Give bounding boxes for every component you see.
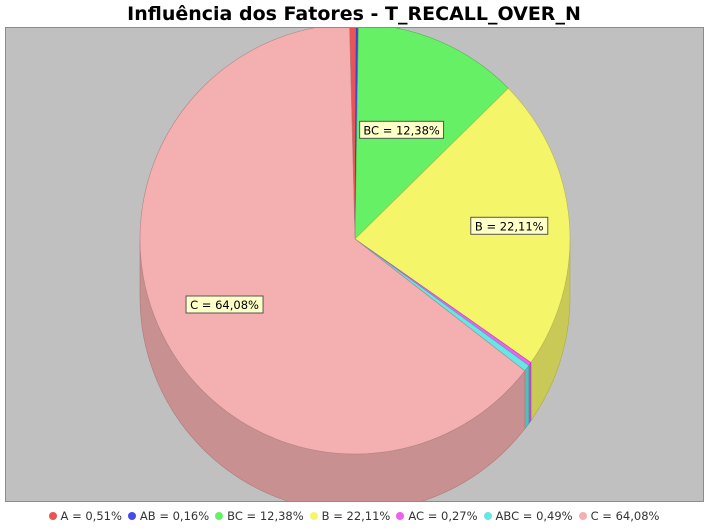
legend-item-ab: AB = 0,16% <box>127 509 210 523</box>
legend-item-b: B = 22,11% <box>309 509 391 523</box>
legend-swatch-icon <box>309 512 318 520</box>
data-label-bc: BC = 12,38% <box>359 120 445 139</box>
legend-label: B = 22,11% <box>321 509 391 523</box>
legend-swatch-icon <box>215 512 224 520</box>
legend-swatch-icon <box>127 512 136 520</box>
legend-item-a: A = 0,51% <box>48 509 122 523</box>
legend-swatch-icon <box>578 512 587 520</box>
legend-swatch-icon <box>396 512 405 520</box>
legend-item-bc: BC = 12,38% <box>215 509 304 523</box>
legend-item-abc: ABC = 0,49% <box>483 509 573 523</box>
legend-swatch-icon <box>483 512 492 520</box>
pie-side-ac <box>528 361 532 425</box>
chart-title: Influência dos Fatores - T_RECALL_OVER_N <box>127 3 581 25</box>
legend-label: AC = 0,27% <box>408 509 478 523</box>
svg-text:BC = 12,38%: BC = 12,38% <box>363 123 440 137</box>
pie-slice-ab[interactable] <box>354 28 359 240</box>
legend-label: C = 64,08% <box>590 509 660 523</box>
pie-chart: BC = 12,38% B = 22,11% C = 64,08% <box>139 28 571 501</box>
svg-text:C = 64,08%: C = 64,08% <box>190 298 259 312</box>
legend-label: AB = 0,16% <box>139 509 210 523</box>
plot-area: BC = 12,38% B = 22,11% C = 64,08% <box>5 27 704 502</box>
legend-item-ac: AC = 0,27% <box>396 509 478 523</box>
legend-item-c: C = 64,08% <box>578 509 660 523</box>
legend-label: A = 0,51% <box>60 509 122 523</box>
pie-slice-a[interactable] <box>349 28 357 240</box>
data-label-b: B = 22,11% <box>470 216 549 235</box>
legend-label: ABC = 0,49% <box>495 509 573 523</box>
svg-text:B = 22,11%: B = 22,11% <box>475 219 544 233</box>
pie-side-abc <box>524 364 530 430</box>
data-label-c: C = 64,08% <box>185 295 264 314</box>
legend: A = 0,51% AB = 0,16% BC = 12,38% B = 22,11%… <box>0 509 708 523</box>
pie-slice-b[interactable] <box>354 87 571 364</box>
legend-label: BC = 12,38% <box>227 509 304 523</box>
pie-slice-c[interactable] <box>139 28 526 455</box>
legend-swatch-icon <box>48 512 57 520</box>
